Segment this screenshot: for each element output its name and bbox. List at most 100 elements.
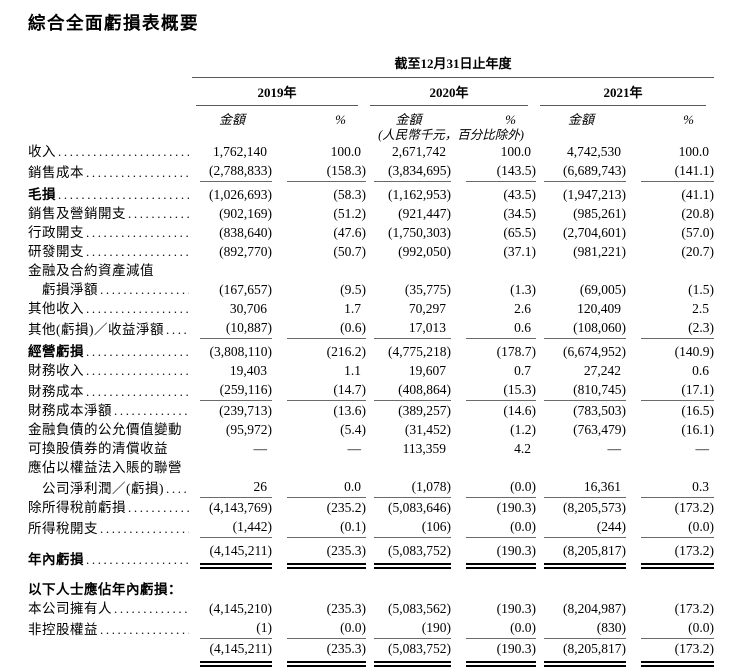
value-cell: (4,775,218) [388,344,451,359]
value-cell: (37.1) [503,244,536,259]
value-cell: (190) [374,618,451,639]
value-cell: 16,361 [544,477,626,498]
row-label: 金融及合約資產減值 [28,263,154,278]
value-cell: (216.2) [326,344,366,359]
value-cell: (106) [374,517,451,538]
row-label: 以下人士應佔年內虧損： [28,582,182,597]
comprehensive-loss-table: 截至12月31日止年度 2019年 2020年 2021年 金額 % 金額 [28,56,715,667]
year-header-row: 2019年 2020年 2021年 [28,78,714,106]
value-cell: (5,083,646) [388,500,451,515]
value-cell: (16.1) [681,422,715,437]
value-cell: 70,297 [408,301,446,316]
table-row: 其他(虧損)／收益淨額 (10,887) (0.6) 17,013 0.6 (108,06… [28,318,715,339]
row-label: 公司淨利潤／(虧損) [42,481,164,496]
column-header-row: 金額 % 金額 % 金額 % [28,106,714,127]
row-label: 其他(虧損)／收益淨額 [28,322,164,337]
value-cell: (16.5) [681,403,715,418]
value-cell: 0.6 [466,318,536,339]
table-row: 非控股權益 (1) (0.0) (190) (0.0) (830) (0.0) [28,618,715,639]
value-cell: (0.1) [287,517,366,538]
table-row: 毛損 (1,026,693) (58.3) (1,162,953) (43.5) (1,9… [28,182,714,204]
row-label: 經營虧損 [28,344,84,359]
value-cell: 0.7 [514,363,531,378]
dot-leader [128,498,189,517]
value-cell: (783,503) [573,403,626,418]
table-row: 金融負債的公允價值變動 (95,972) (5.4) (31,452) (1.2) (76… [28,420,714,439]
table-row: 財務成本 (259,116) (14.7) (408,864) (15.3) (810,7… [28,380,715,401]
value-cell: (167,657) [219,282,272,297]
table-row: 其他收入 30,706 1.7 70,297 2.6 120,409 2.5 [28,299,714,318]
value-cell: (158.3) [287,161,366,182]
table-row: 行政開支 (838,640) (47.6) (1,750,303) (65.5) (2,7… [28,223,714,242]
dot-leader [114,599,189,618]
value-cell: (6,674,952) [563,344,626,359]
dot-leader [86,342,189,361]
row-label: 收入 [28,144,56,159]
table-row: 所得稅開支 (1,442) (0.1) (106) (0.0) (244) (0.0) [28,517,715,538]
value-cell: (2,788,833) [200,161,272,182]
value-cell: (34.5) [503,206,536,221]
row-label: 可換股債券的清償收益 [28,441,168,456]
value-cell: (3,834,695) [374,161,451,182]
value-cell: (4,145,211) [200,541,272,569]
value-cell: (13.6) [333,403,366,418]
value-cell: (173.2) [674,601,715,616]
table-row: 財務成本淨額 (239,713) (13.6) (389,257) (14.6) (783… [28,401,714,420]
row-label: 非控股權益 [28,622,98,637]
row-label: 銷售成本 [28,165,84,180]
value-cell: — [607,441,622,456]
value-cell: (140.9) [674,344,715,359]
value-cell: (69,005) [579,282,626,297]
value-cell: (51.2) [333,206,366,221]
dot-leader [86,361,189,380]
value-cell: 1.7 [344,301,361,316]
percent-header: % [683,112,695,127]
value-cell: (1,078) [374,477,451,498]
value-cell: (1,947,213) [563,187,626,202]
value-cell: (1) [200,618,272,639]
row-label: 銷售及營銷開支 [28,206,126,221]
year-header-2021: 2021年 [540,83,707,106]
dot-leader [58,185,189,204]
value-cell: 113,359 [402,441,446,456]
row-label: 研發開支 [28,244,84,259]
year-header-2020: 2020年 [370,83,528,106]
value-cell: (0.0) [287,618,366,639]
value-cell: (8,205,817) [544,541,626,569]
value-cell: (50.7) [333,244,366,259]
row-label: 財務收入 [28,363,84,378]
value-cell: 120,409 [577,301,621,316]
dot-leader [166,320,189,339]
value-cell: (65.5) [503,225,536,240]
value-cell: 19,607 [408,363,446,378]
value-cell: (17.1) [641,380,715,401]
table-row: 除所得稅前虧損 (4,143,769) (235.2) (5,083,646) (190… [28,498,714,517]
value-cell: (31,452) [404,422,451,437]
value-cell: (58.3) [333,187,366,202]
value-cell: (235.2) [326,500,366,515]
value-cell: (0.6) [287,318,366,339]
value-cell: (763,479) [573,422,626,437]
value-cell: (1,026,693) [209,187,272,202]
value-cell: 30,706 [229,301,267,316]
dot-leader [114,401,189,420]
value-cell: 0.3 [641,477,715,498]
dot-leader [86,242,189,261]
value-cell: 100.0 [500,144,531,159]
section-label-row: 金融及合約資產減值 [28,261,714,280]
table-row: 可換股債券的清償收益 — — 113,359 4.2 — — [28,439,714,458]
dot-leader [128,204,189,223]
value-cell: (0.0) [641,618,715,639]
value-cell: (239,713) [219,403,272,418]
value-cell: (14.7) [287,380,366,401]
dot-leader [58,142,189,161]
value-cell: (389,257) [398,403,451,418]
row-label: 財務成本淨額 [28,403,112,418]
value-cell: — [253,441,268,456]
row-label: 虧損淨額 [42,282,98,297]
value-cell: (8,205,817) [544,639,626,667]
value-cell: (8,204,987) [563,601,626,616]
value-cell: (190.3) [496,500,536,515]
value-cell: (235.3) [287,541,366,569]
